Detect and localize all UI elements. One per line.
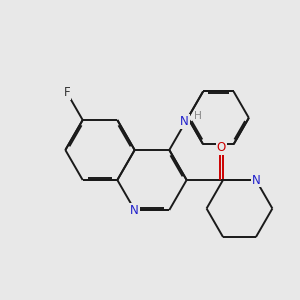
Text: O: O	[217, 141, 226, 154]
Text: N: N	[252, 173, 260, 187]
Text: N: N	[180, 115, 189, 128]
Text: F: F	[64, 86, 70, 100]
Text: N: N	[130, 203, 139, 217]
Text: H: H	[194, 111, 202, 121]
